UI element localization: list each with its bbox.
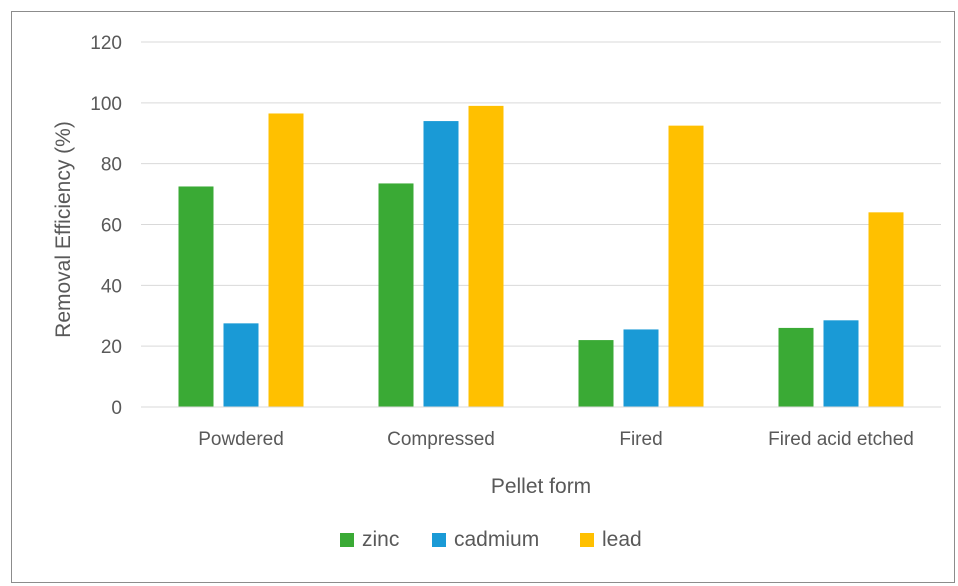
bar-zinc: [578, 340, 614, 407]
legend-label-zinc: zinc: [362, 528, 399, 551]
bar-cadmium: [823, 320, 859, 407]
x-axis-title: Pellet form: [491, 475, 591, 498]
bar-zinc: [178, 186, 214, 407]
bar-zinc: [378, 183, 414, 407]
x-tick-label: Powdered: [198, 429, 284, 450]
y-axis-title: Removal Efficiency (%): [52, 121, 75, 338]
bar-zinc: [778, 327, 814, 407]
y-tick-label: 80: [101, 155, 122, 176]
bar-lead: [668, 125, 704, 407]
legend-label-cadmium: cadmium: [454, 528, 539, 551]
bar-cadmium: [223, 323, 259, 407]
x-tick-label: Fired: [619, 429, 662, 450]
y-tick-label: 60: [101, 216, 122, 237]
y-tick-label: 0: [111, 398, 122, 419]
bar-cadmium: [623, 329, 659, 407]
bar-lead: [268, 113, 304, 408]
bar-lead: [868, 212, 904, 407]
legend-swatch-cadmium: [432, 533, 446, 547]
y-tick-label: 40: [101, 276, 122, 297]
x-tick-label: Fired acid etched: [768, 429, 914, 450]
bar-cadmium: [423, 121, 459, 407]
legend-swatch-zinc: [340, 533, 354, 547]
legend-swatch-lead: [580, 533, 594, 547]
y-tick-label: 120: [90, 33, 122, 54]
bar-lead: [468, 105, 504, 407]
legend-label-lead: lead: [602, 528, 642, 551]
y-tick-label: 20: [101, 337, 122, 358]
x-tick-label: Compressed: [387, 429, 495, 450]
y-tick-label: 100: [90, 94, 122, 115]
